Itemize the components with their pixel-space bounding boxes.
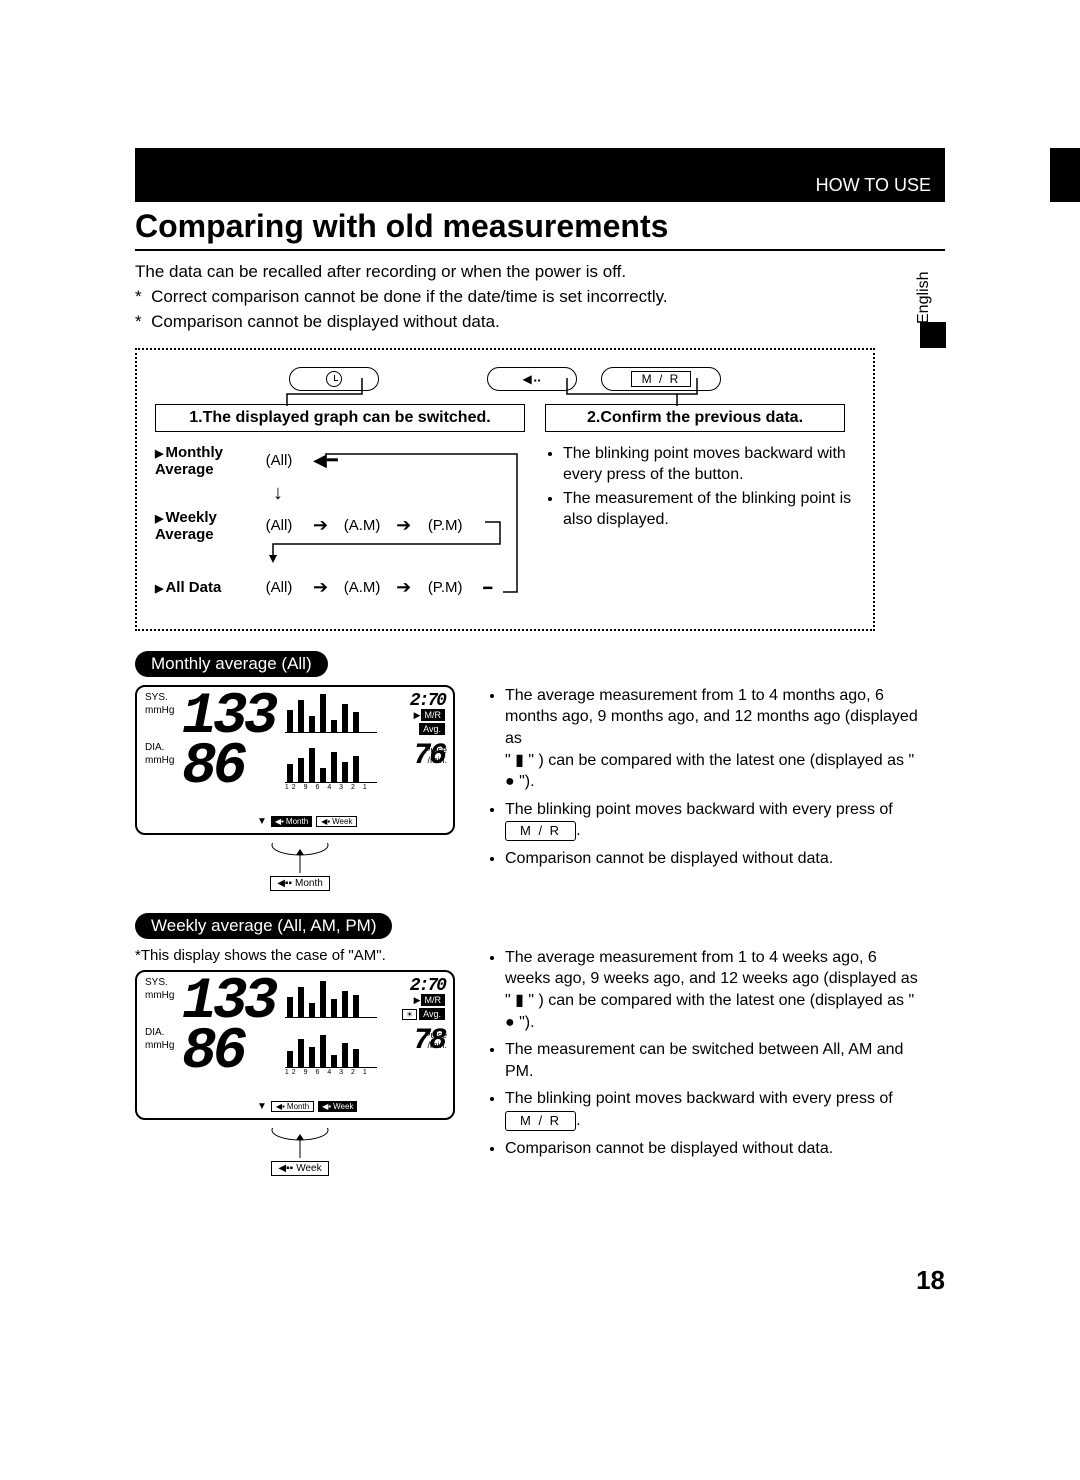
language-marker — [920, 322, 946, 348]
lcd-unit: mmHg — [145, 706, 182, 716]
flow-cell: (All) — [257, 517, 301, 534]
bullet: The blinking point moves backward with e… — [505, 1088, 925, 1131]
arrow-right-icon: ➔ — [313, 515, 328, 536]
side-black-tab — [1050, 148, 1080, 202]
flow-label-alldata: All Data — [165, 579, 221, 596]
bullet: The measurement of the blinking point is… — [563, 489, 855, 531]
mr-button[interactable]: M / R — [601, 367, 721, 391]
arrow-right-icon: ➔ — [396, 577, 411, 598]
switch-confirm-box: M / R 1.The displayed graph can be switc… — [135, 348, 875, 631]
bullet: Comparison cannot be displayed without d… — [505, 848, 925, 870]
page-content: HOW TO USE Comparing with old measuremen… — [135, 148, 945, 1198]
mr-badge: M/R — [421, 994, 446, 1006]
flow-cell: (A.M) — [340, 579, 384, 596]
bullet: The average measurement from 1 to 4 mont… — [505, 685, 925, 793]
flow-label-monthly: Monthly Average — [155, 444, 223, 478]
left-arrow-icon — [523, 372, 542, 386]
flow-cell: (All) — [257, 579, 301, 596]
weekly-note: *This display shows the case of "AM". — [135, 947, 465, 964]
col-header-right: 2.Confirm the previous data. — [545, 404, 845, 432]
lcd-dia-value: 86 — [182, 1028, 279, 1077]
bullet: Comparison cannot be displayed without d… — [505, 1138, 925, 1160]
col-header-left: 1.The displayed graph can be switched. — [155, 404, 525, 432]
arrow-down-icon: ↓ — [273, 482, 515, 505]
weekly-pill: Weekly average (All, AM, PM) — [135, 913, 392, 939]
callout-weekly: ◀▪▪Week — [135, 1128, 465, 1176]
bullet: The blinking point moves backward with e… — [563, 444, 855, 486]
bullet: The blinking point moves backward with e… — [505, 799, 925, 842]
mr-button-label: M / R — [631, 371, 692, 387]
triangle-icon — [155, 444, 165, 461]
intro-note: * Correct comparison cannot be done if t… — [135, 286, 945, 309]
lcd-sys-label: SYS. — [145, 693, 182, 703]
arrow-right-icon: ➔ — [396, 515, 411, 536]
mr-pill-inline[interactable]: M / R — [505, 821, 576, 841]
flow-diagram: Monthly Average (All) ◀━ ↓ Weekly Averag… — [155, 444, 515, 615]
flow-row-weekly: Weekly Average (All) ➔ (A.M) ➔ (P.M) — [155, 509, 515, 543]
bullet: The measurement can be switched between … — [505, 1039, 925, 1082]
language-tab: English — [915, 272, 933, 324]
flow-cell: (P.M) — [423, 517, 467, 534]
intro-block: The data can be recalled after recording… — [135, 261, 945, 334]
bullet: The average measurement from 1 to 4 week… — [505, 947, 925, 1033]
lcd-ticks: 12 9 6 4 3 2 1 — [285, 1069, 377, 1076]
lcd-time: 2:70 — [377, 693, 445, 709]
lcd-unit: mmHg — [145, 1041, 182, 1051]
header-fill — [135, 148, 802, 202]
weekly-section: Weekly average (All, AM, PM) *This displ… — [135, 913, 945, 1176]
pulse-label: Pulse — [424, 1030, 447, 1040]
flow-row-alldata: All Data (All) ➔ (A.M) ➔ (P.M) ━ — [155, 571, 515, 605]
intro-note: * Comparison cannot be displayed without… — [135, 311, 945, 334]
flow-row-monthly: Monthly Average (All) ◀━ — [155, 444, 515, 478]
mr-badge: M/R — [421, 709, 446, 721]
lcd-graph-top — [285, 978, 377, 1028]
monthly-section: Monthly average (All) SYS. mmHg 133 — [135, 651, 945, 891]
lcd-weekly: SYS. mmHg 133 2:70 ▶M/R ☀Avg. — [135, 970, 455, 1120]
clock-button[interactable] — [289, 367, 379, 391]
lcd-bottom-strip: ▼ ◀▪Month ◀▪Week — [257, 816, 357, 827]
page-number: 18 — [916, 1265, 945, 1296]
triangle-icon — [155, 509, 165, 526]
column-headers: 1.The displayed graph can be switched. 2… — [155, 404, 855, 432]
lcd-sys-label: SYS. — [145, 978, 182, 988]
lcd-unit: mmHg — [145, 756, 182, 766]
header-section-label: HOW TO USE — [802, 148, 945, 202]
per-min-label: /min. — [427, 755, 447, 765]
lcd-graph-top — [285, 693, 377, 743]
lcd-dia-label: DIA. — [145, 743, 182, 753]
callout-label: Week — [296, 1163, 321, 1174]
avg-badge: Avg. — [419, 723, 445, 735]
callout-label: Month — [295, 878, 323, 889]
lcd-dia-value: 86 — [182, 743, 279, 792]
intro-line: The data can be recalled after recording… — [135, 261, 945, 284]
flow-cell: (P.M) — [423, 579, 467, 596]
mr-pill-inline[interactable]: M / R — [505, 1111, 576, 1131]
back-arrow-button[interactable] — [487, 367, 577, 391]
flow-cell: (All) — [257, 452, 301, 469]
header-bar: HOW TO USE — [135, 148, 945, 202]
monthly-pill: Monthly average (All) — [135, 651, 328, 677]
lcd-dia-label: DIA. — [145, 1028, 182, 1038]
lcd-time: 2:70 — [377, 978, 445, 994]
lcd-graph-bottom: 12 9 6 4 3 2 1 — [285, 743, 377, 793]
arrow-right-icon: ➔ — [313, 577, 328, 598]
callout-monthly: ◀▪▪Month — [135, 843, 465, 891]
top-buttons-row: M / R — [155, 364, 855, 394]
triangle-icon — [155, 579, 165, 596]
clock-icon — [326, 371, 342, 387]
flow-cell: (A.M) — [340, 517, 384, 534]
lcd-ticks: 12 9 6 4 3 2 1 — [285, 784, 377, 791]
per-min-label: /min. — [427, 1040, 447, 1050]
arrow-left-icon: ◀━ — [313, 450, 338, 471]
lcd-unit: mmHg — [145, 991, 182, 1001]
page-title: Comparing with old measurements — [135, 208, 945, 251]
lcd-monthly: SYS. mmHg 133 2:70 ▶M/R Avg. — [135, 685, 455, 835]
flow-label-weekly: Weekly Average — [155, 509, 217, 543]
confirm-description: The blinking point moves backward with e… — [545, 444, 855, 615]
avg-badge: Avg. — [419, 1008, 445, 1020]
pulse-label: Pulse — [424, 745, 447, 755]
lcd-bottom-strip: ▼ ◀▪Month ◀▪Week — [257, 1101, 357, 1112]
lcd-graph-bottom: 12 9 6 4 3 2 1 — [285, 1028, 377, 1078]
